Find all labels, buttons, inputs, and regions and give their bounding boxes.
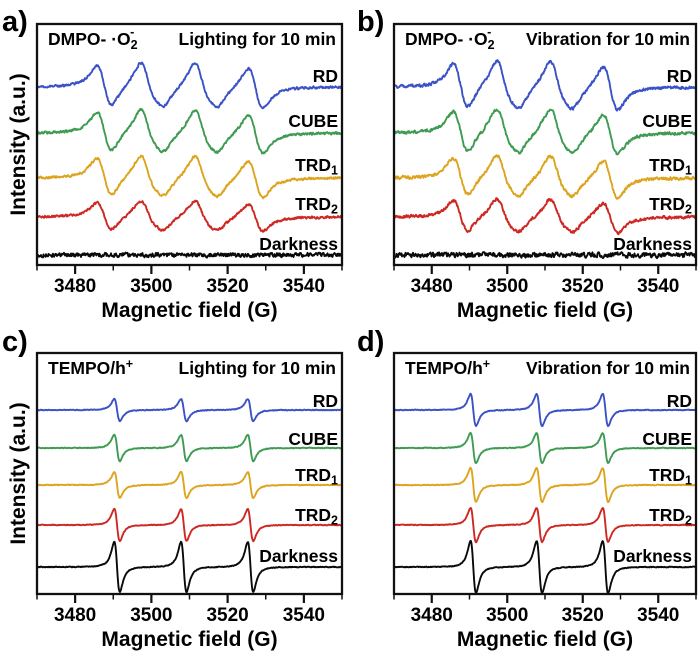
epr-trace-trd1 bbox=[395, 466, 695, 504]
series-label-cube: CUBE bbox=[288, 111, 338, 131]
series-label-trd1: TRD1 bbox=[649, 155, 692, 178]
condition-label: Lighting for 10 min bbox=[179, 29, 337, 49]
series-label-cube: CUBE bbox=[288, 429, 338, 449]
series-label-trd1: TRD1 bbox=[295, 155, 338, 178]
series-label-cube: CUBE bbox=[642, 429, 692, 449]
series-label-trd2: TRD2 bbox=[295, 505, 338, 528]
panel-c: c) 3480 3500 3520 3540 Magnetic field (G) Inte… bbox=[2, 329, 344, 651]
series-label-darkness: Darkness bbox=[259, 546, 338, 566]
epr-trace-trd2 bbox=[38, 199, 341, 233]
epr-trace-trd1 bbox=[395, 154, 695, 200]
x-tick-label: 3540 bbox=[637, 276, 679, 297]
y-axis-label: Intensity (a.u.) bbox=[7, 402, 30, 544]
series-label-trd2: TRD2 bbox=[295, 194, 338, 217]
y-axis-label: Intensity (a.u.) bbox=[7, 73, 30, 215]
epr-trace-cube bbox=[395, 108, 695, 156]
x-tick-label: 3540 bbox=[283, 276, 325, 297]
series-label-trd2: TRD2 bbox=[649, 194, 692, 217]
x-tick-label: 3540 bbox=[637, 605, 679, 626]
series-label-darkness: Darkness bbox=[613, 234, 692, 254]
x-axis-label: Magnetic field (G) bbox=[457, 299, 633, 322]
epr-trace-darkness bbox=[395, 539, 695, 593]
epr-trace-darkness bbox=[395, 251, 695, 260]
series-label-rd: RD bbox=[667, 66, 692, 86]
x-tick-label: 3480 bbox=[411, 276, 453, 297]
epr-trace-trd2 bbox=[395, 197, 695, 236]
x-tick-label: 3500 bbox=[130, 605, 172, 626]
series-label-rd: RD bbox=[313, 66, 338, 86]
x-tick-label: 3500 bbox=[486, 276, 528, 297]
epr-trace-cube bbox=[38, 107, 341, 155]
panel-letter: d) bbox=[357, 329, 384, 358]
epr-trace-darkness bbox=[38, 251, 341, 259]
x-axis-label: Magnetic field (G) bbox=[101, 628, 277, 651]
epr-trace-rd bbox=[38, 61, 341, 110]
panel-letter: a) bbox=[2, 6, 28, 38]
condition-label: Vibration for 10 min bbox=[526, 29, 690, 49]
epr-trace-darkness bbox=[38, 540, 341, 593]
series-label-darkness: Darkness bbox=[613, 546, 692, 566]
epr-trace-cube bbox=[38, 433, 341, 463]
series-label-cube: CUBE bbox=[642, 111, 692, 131]
x-tick-label: 3520 bbox=[562, 276, 604, 297]
plot-frame bbox=[392, 351, 698, 596]
x-tick-label: 3500 bbox=[130, 276, 172, 297]
x-tick-label: 3540 bbox=[283, 605, 325, 626]
x-tick-label: 3480 bbox=[411, 605, 453, 626]
epr-trace-trd2 bbox=[38, 507, 341, 543]
panel-letter: c) bbox=[2, 329, 28, 358]
series-label-rd: RD bbox=[667, 391, 692, 411]
species-label: TEMPO/h+ bbox=[405, 357, 490, 378]
epr-trace-trd1 bbox=[38, 470, 341, 500]
x-tick-label: 3520 bbox=[562, 605, 604, 626]
plot-frame bbox=[392, 22, 698, 267]
x-tick-label: 3520 bbox=[206, 276, 248, 297]
condition-label: Lighting for 10 min bbox=[179, 358, 337, 378]
x-tick-label: 3500 bbox=[486, 605, 528, 626]
panel-letter: b) bbox=[357, 6, 384, 38]
series-label-trd2: TRD2 bbox=[649, 505, 692, 528]
series-label-rd: RD bbox=[313, 391, 338, 411]
series-label-trd1: TRD1 bbox=[649, 465, 692, 488]
species-label: DMPO- ·O2- bbox=[48, 25, 138, 52]
series-label-trd1: TRD1 bbox=[295, 465, 338, 488]
epr-trace-trd1 bbox=[38, 154, 341, 200]
series-label-darkness: Darkness bbox=[259, 234, 338, 254]
plot-frame bbox=[35, 22, 344, 267]
x-tick-label: 3480 bbox=[54, 605, 96, 626]
x-axis-label: Magnetic field (G) bbox=[457, 628, 633, 651]
plot-frame bbox=[35, 351, 344, 596]
condition-label: Vibration for 10 min bbox=[526, 358, 690, 378]
epr-trace-rd bbox=[38, 397, 341, 423]
epr-trace-trd2 bbox=[395, 507, 695, 544]
x-axis-label: Magnetic field (G) bbox=[101, 299, 277, 322]
x-tick-label: 3480 bbox=[54, 276, 96, 297]
species-label: TEMPO/h+ bbox=[48, 357, 133, 378]
epr-trace-rd bbox=[395, 392, 695, 428]
epr-trace-cube bbox=[395, 431, 695, 465]
epr-trace-rd bbox=[395, 59, 695, 112]
species-label: DMPO- ·O2- bbox=[405, 25, 495, 52]
x-tick-label: 3520 bbox=[206, 605, 248, 626]
panel-a: a) 3480 3500 3520 3540 Magnetic field (G) Inte… bbox=[2, 6, 344, 322]
